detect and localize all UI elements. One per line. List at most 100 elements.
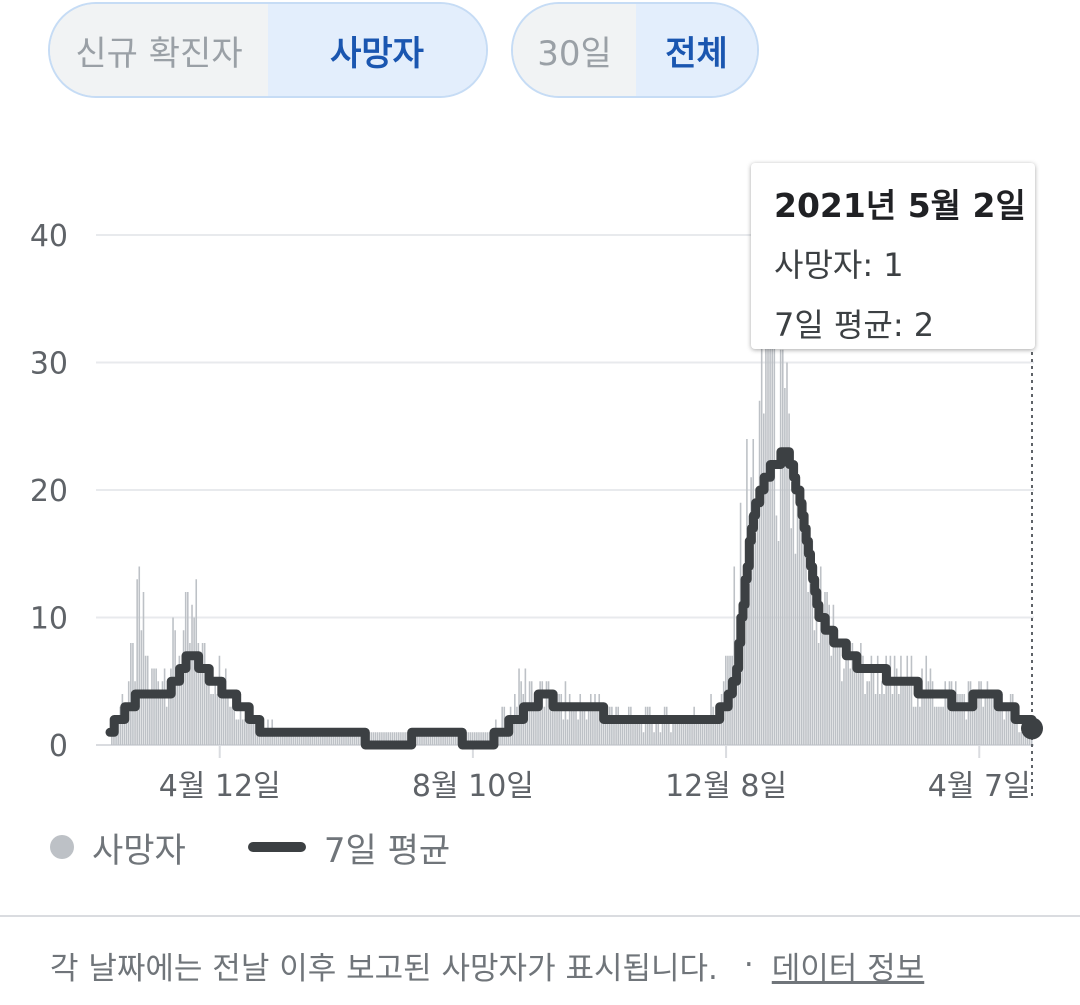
daily-bar	[1014, 706, 1016, 745]
daily-bar	[952, 706, 955, 745]
daily-bar	[1018, 732, 1020, 745]
daily-bar	[847, 643, 849, 745]
daily-bar	[990, 694, 993, 745]
daily-bar	[1020, 732, 1022, 745]
hover-dot	[1021, 717, 1043, 740]
daily-bar	[794, 553, 797, 745]
daily-bar	[621, 719, 624, 745]
daily-bar	[400, 732, 402, 745]
daily-bar	[163, 668, 166, 745]
daily-bar	[429, 732, 432, 745]
daily-bar	[155, 668, 157, 745]
daily-bar	[674, 719, 676, 745]
daily-bar	[1003, 719, 1006, 745]
daily-bar	[486, 732, 489, 745]
daily-bar	[883, 694, 885, 745]
daily-bar	[752, 439, 755, 745]
legend-average-label: 7일 평균	[323, 830, 451, 871]
daily-bar	[600, 706, 603, 745]
daily-bar	[438, 732, 440, 745]
daily-bar	[450, 732, 453, 745]
daily-bar	[649, 706, 651, 745]
daily-bar	[910, 655, 913, 745]
daily-bar	[277, 732, 280, 745]
daily-bar	[446, 732, 449, 745]
daily-bar	[111, 732, 113, 745]
daily-bar	[119, 706, 122, 745]
daily-bar	[779, 349, 782, 745]
daily-bar	[345, 732, 347, 745]
daily-bar	[735, 668, 738, 745]
daily-bar	[448, 732, 451, 745]
new-cases-option[interactable]: 신규 확진자	[50, 4, 268, 96]
daily-bar	[433, 732, 436, 745]
daily-bar	[853, 668, 856, 745]
daily-bar	[826, 592, 828, 745]
daily-bar	[383, 732, 385, 745]
legend-bar-swatch	[50, 835, 74, 859]
daily-bar	[191, 604, 193, 745]
daily-bar	[298, 732, 301, 745]
data-info-link[interactable]: 데이터 정보	[771, 950, 925, 987]
daily-bar	[697, 719, 700, 745]
daily-bar	[332, 732, 335, 745]
tooltip-avg: 7일 평균: 2	[774, 306, 935, 344]
daily-bar	[630, 706, 632, 745]
daily-bar	[973, 694, 976, 745]
daily-bar	[815, 566, 818, 745]
daily-bar	[336, 732, 339, 745]
daily-bar	[961, 694, 963, 745]
daily-bar	[642, 732, 645, 745]
daily-bar	[300, 732, 303, 745]
daily-bar	[484, 732, 487, 745]
daily-bar	[562, 719, 565, 745]
deaths-chart[interactable]: 0 10 20 30 40 4월 12일 8월 10일 12월 8일 4월 7일	[0, 150, 1080, 820]
deaths-option[interactable]: 사망자	[268, 4, 486, 96]
daily-bar	[149, 694, 151, 745]
30-days-option[interactable]: 30일	[513, 4, 636, 96]
daily-bar	[849, 668, 852, 745]
daily-bar	[262, 732, 265, 745]
daily-bar	[636, 719, 638, 745]
daily-bar	[655, 719, 657, 745]
y-tick-label: 20	[30, 474, 68, 509]
daily-bar	[330, 732, 333, 745]
tooltip-date: 2021년 5월 2일	[774, 186, 1026, 225]
daily-bar	[379, 732, 381, 745]
daily-bar	[997, 706, 999, 745]
x-tick-label: 8월 10일	[412, 769, 534, 804]
daily-bar	[478, 732, 480, 745]
daily-bar	[227, 694, 229, 745]
daily-bar	[969, 681, 972, 745]
daily-bar	[125, 706, 128, 745]
y-tick-label: 0	[49, 729, 68, 764]
daily-bar	[573, 706, 575, 745]
daily-bar	[900, 655, 902, 745]
daily-bar	[305, 732, 307, 745]
daily-bar	[693, 706, 695, 745]
daily-bar	[857, 668, 860, 745]
daily-bar	[307, 732, 309, 745]
daily-bar	[176, 668, 179, 745]
daily-bar	[288, 732, 290, 745]
daily-bar	[708, 719, 710, 745]
daily-bar	[1007, 706, 1010, 745]
daily-bar	[758, 400, 761, 745]
legend: 사망자 7일 평균	[50, 822, 450, 872]
daily-bar	[946, 694, 949, 745]
x-tick-label: 4월 7일	[928, 769, 1031, 804]
daily-bar	[151, 668, 153, 745]
daily-bar	[431, 732, 434, 745]
daily-bar	[1016, 706, 1018, 745]
daily-bar	[585, 719, 588, 745]
daily-bar	[940, 706, 942, 745]
all-time-option[interactable]: 전체	[636, 4, 757, 96]
daily-bar	[592, 706, 594, 745]
daily-bar	[938, 706, 940, 745]
daily-bar	[376, 732, 379, 745]
daily-bar	[416, 732, 419, 745]
daily-bar	[476, 732, 478, 745]
daily-bar	[1001, 694, 1003, 745]
daily-bar	[841, 681, 843, 745]
daily-bar	[982, 706, 984, 745]
